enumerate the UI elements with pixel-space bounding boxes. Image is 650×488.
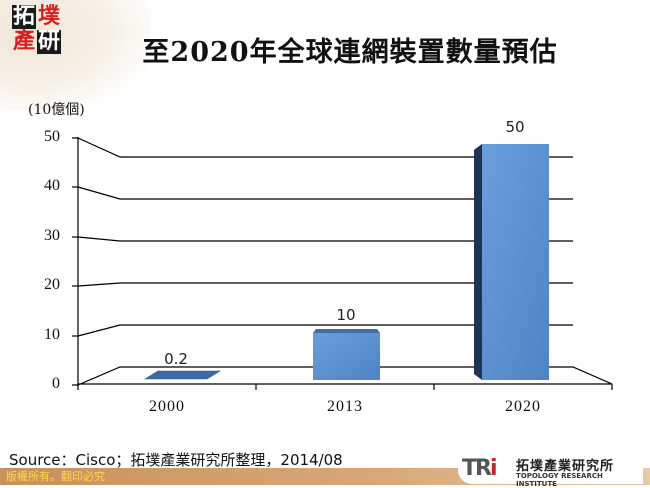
- y-tick-label: 0: [52, 375, 60, 392]
- y-tick-label: 40: [44, 177, 60, 194]
- bar-2013: [313, 329, 380, 380]
- logo-char: 墣: [37, 4, 60, 29]
- gridlines: [72, 137, 613, 390]
- y-tick-label: 50: [44, 128, 60, 145]
- data-label-2020: 50: [505, 118, 525, 136]
- copyright-text: 版權所有。翻印必究: [6, 470, 105, 483]
- y-tick-label: 10: [44, 326, 60, 343]
- tri-mark-icon: TRi: [462, 456, 497, 481]
- data-label-2013: 10: [336, 306, 356, 324]
- x-tick-label: 2000: [149, 398, 185, 415]
- data-label-2000: 0.2: [164, 350, 188, 368]
- chart-title: 至2020年全球連網裝置數量預估: [142, 37, 558, 68]
- bar-2020: [474, 144, 549, 380]
- brand-name-cn: 拓墣產業研究所: [516, 459, 615, 474]
- tri-corner-logo: 拓 墣 產 研: [12, 5, 62, 55]
- logo-char: 產: [12, 29, 35, 54]
- brand-name-en: TOPOLOGY RESEARCH INSTITUTE: [516, 472, 603, 488]
- y-tick-label: 20: [44, 276, 60, 293]
- x-tick-label: 2020: [505, 398, 541, 415]
- tri-brand-logo: TRi 拓墣產業研究所 TOPOLOGY RESEARCH INSTITUTE: [458, 452, 643, 488]
- x-tick-label: 2013: [327, 398, 363, 415]
- logo-char: 拓: [12, 4, 36, 29]
- y-tick-label: 30: [44, 227, 60, 244]
- source-note: Source：Cisco；拓墣產業研究所整理，2014/08: [9, 451, 343, 469]
- y-axis-unit-label: (10億個): [28, 102, 85, 118]
- bar-2000: [143, 370, 222, 380]
- logo-char: 研: [37, 29, 61, 54]
